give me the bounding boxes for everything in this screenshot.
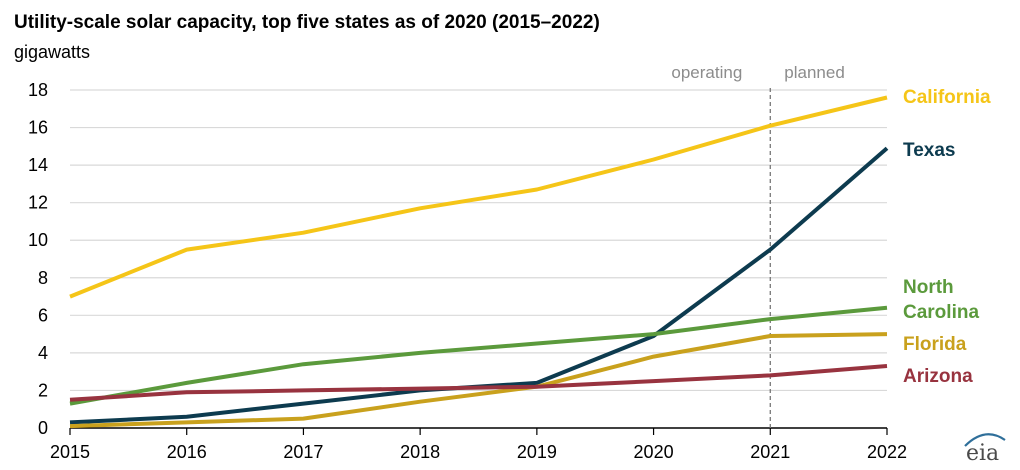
y-tick-label: 8 [38,268,48,288]
series-line-florida [69,332,888,429]
y-tick-label: 0 [38,418,48,438]
x-tick-label: 2015 [50,442,90,462]
y-tick-label: 6 [38,305,48,325]
operating-period-label: operating [671,63,742,82]
x-tick-label: 2019 [517,442,557,462]
series-labels: California Texas North Carolina Florida Arizo… [903,87,991,387]
series-line-arizona [69,364,888,402]
y-tick-label: 16 [28,118,48,138]
x-tick-label: 2022 [867,442,907,462]
series-label-north-carolina: North [903,277,954,298]
eia-logo: eia [964,433,1006,466]
series-label-texas: Texas [903,140,955,161]
x-tick-label: 2017 [283,442,323,462]
y-axis-ticks: 0 2 4 6 8 10 12 14 16 18 [28,80,48,438]
logo-text: eia [966,441,999,466]
series-lines [69,95,889,429]
series-line-north-carolina [69,305,888,406]
y-tick-label: 18 [28,80,48,100]
y-tick-label: 2 [38,380,48,400]
series-label-north-carolina: Carolina [903,302,979,323]
series-label-california: California [903,87,991,108]
series-label-arizona: Arizona [903,366,973,387]
series-label-florida: Florida [903,334,967,355]
logo-swoosh [964,433,1006,447]
y-tick-label: 14 [28,155,48,175]
y-axis-unit-label: gigawatts [14,42,91,62]
y-tick-label: 4 [38,343,48,363]
chart-title: Utility-scale solar capacity, top five s… [14,12,600,33]
x-tick-label: 2016 [167,442,207,462]
x-tick-label: 2021 [750,442,790,462]
y-tick-label: 12 [28,193,48,213]
planned-period-label: planned [784,63,845,82]
x-tick-label: 2020 [634,442,674,462]
x-tick-label: 2018 [400,442,440,462]
series-line-california [69,95,888,299]
x-axis-ticks: 2015 2016 2017 2018 2019 2020 2021 2022 [50,428,907,462]
y-tick-label: 10 [28,230,48,250]
forecast-divider: operating planned [671,63,845,428]
